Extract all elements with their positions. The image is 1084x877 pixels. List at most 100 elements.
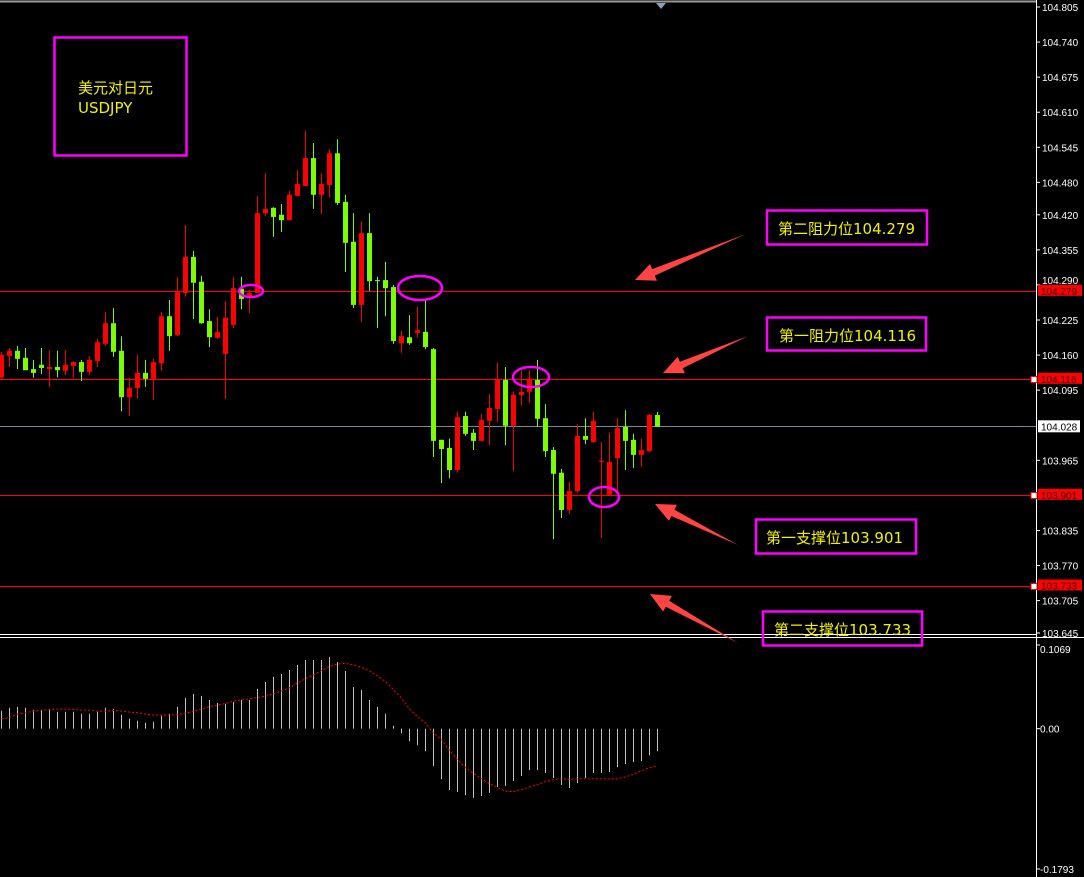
candle xyxy=(455,411,460,473)
candle xyxy=(87,356,92,376)
candle xyxy=(631,433,636,468)
candle-body xyxy=(575,436,580,492)
y-tick-label: 103.835 xyxy=(1042,526,1079,537)
y-tick-label: 103.705 xyxy=(1042,597,1079,608)
candle-body xyxy=(527,378,532,392)
candle xyxy=(55,350,60,378)
candle xyxy=(407,315,412,345)
candle-body xyxy=(591,420,596,442)
candle-body xyxy=(143,372,148,379)
candle xyxy=(151,358,156,400)
macd-y-tick-label: 0.00 xyxy=(1040,725,1060,736)
level-price-label: 103.733 xyxy=(1041,582,1078,593)
candle xyxy=(383,261,388,317)
candle-body xyxy=(399,336,404,344)
candle xyxy=(519,370,524,406)
y-tick-label: 103.770 xyxy=(1042,562,1079,573)
candle-body xyxy=(607,461,612,495)
y-tick-label: 104.480 xyxy=(1042,178,1079,189)
arrow-icon xyxy=(655,504,738,545)
level-handle[interactable] xyxy=(1030,583,1038,590)
candle xyxy=(295,169,300,196)
candle xyxy=(471,429,476,451)
candle-body xyxy=(223,317,228,354)
candle xyxy=(487,393,492,446)
candle-body xyxy=(407,337,412,344)
candle xyxy=(495,363,500,422)
resistance-2-label: 第二阻力位104.279 xyxy=(778,220,915,238)
symbol-annotation-box[interactable]: 美元对日元 USDJPY xyxy=(53,36,188,157)
candle xyxy=(231,276,236,329)
level-annotation-resistance-1[interactable]: 第一阻力位104.116 xyxy=(765,316,928,352)
candle-body xyxy=(279,214,284,221)
highlight-circle xyxy=(511,365,551,389)
candle-body xyxy=(295,184,300,196)
arrow-icon xyxy=(650,594,738,643)
y-tick-label: 104.610 xyxy=(1042,108,1079,119)
chart-shift-marker-icon[interactable] xyxy=(656,3,666,9)
level-handle[interactable] xyxy=(1030,376,1038,383)
candle-body xyxy=(439,439,444,449)
candle-body xyxy=(87,359,92,372)
candle-body xyxy=(311,158,316,195)
candle xyxy=(63,350,68,376)
candle-body xyxy=(111,323,116,352)
candle-body xyxy=(55,366,60,371)
candle-body xyxy=(159,316,164,364)
candle xyxy=(535,359,540,427)
candle xyxy=(599,441,604,539)
candle-body xyxy=(583,436,588,440)
level-price-label: 104.116 xyxy=(1041,375,1077,386)
candle xyxy=(207,309,212,347)
candle xyxy=(103,311,108,346)
candle xyxy=(255,195,260,294)
candle xyxy=(415,307,420,338)
y-tick-label: 104.160 xyxy=(1042,351,1079,362)
level-annotation-support-2[interactable]: 第二支撑位103.733 xyxy=(761,610,924,647)
candle xyxy=(543,404,548,458)
candle xyxy=(591,411,596,444)
candle xyxy=(279,203,284,233)
candle xyxy=(463,411,468,437)
candle xyxy=(223,301,228,399)
current-price-label: 104.028 xyxy=(1041,422,1078,433)
candle-body xyxy=(7,350,12,357)
y-tick-label: 104.225 xyxy=(1042,316,1079,327)
candle-body xyxy=(71,362,76,366)
y-tick-label: 103.965 xyxy=(1042,456,1079,467)
level-handle[interactable] xyxy=(1030,492,1038,499)
candle-body xyxy=(415,330,420,333)
y-tick-label: 103.645 xyxy=(1042,629,1079,640)
candle xyxy=(359,221,364,323)
candle-body xyxy=(63,364,68,371)
candle-body xyxy=(247,293,252,298)
highlight-circle xyxy=(237,283,265,299)
candle xyxy=(159,311,164,371)
candle-body xyxy=(47,366,52,370)
candle xyxy=(567,481,572,514)
y-tick-label: 104.545 xyxy=(1042,143,1079,154)
candle xyxy=(47,350,52,387)
candle xyxy=(447,438,452,479)
candle-body xyxy=(383,280,388,289)
candle-body xyxy=(487,407,492,421)
level-price-tag xyxy=(1038,579,1082,591)
level-annotation-support-1[interactable]: 第一支撑位103.901 xyxy=(754,518,918,555)
candle xyxy=(287,191,292,221)
candle-body xyxy=(359,233,364,305)
candle-body xyxy=(503,379,508,426)
candle-body xyxy=(199,281,204,324)
candle xyxy=(655,411,660,427)
y-tick-label: 104.355 xyxy=(1042,246,1079,257)
highlight-circle xyxy=(396,274,444,302)
level-lines xyxy=(0,291,1038,590)
candle-body xyxy=(519,391,524,396)
candle-body xyxy=(0,355,4,378)
candle xyxy=(439,439,444,483)
candle xyxy=(367,213,372,291)
candle xyxy=(479,413,484,441)
level-annotation-resistance-2[interactable]: 第二阻力位104.279 xyxy=(765,209,929,246)
candle xyxy=(175,276,180,337)
candle-body xyxy=(639,450,644,455)
